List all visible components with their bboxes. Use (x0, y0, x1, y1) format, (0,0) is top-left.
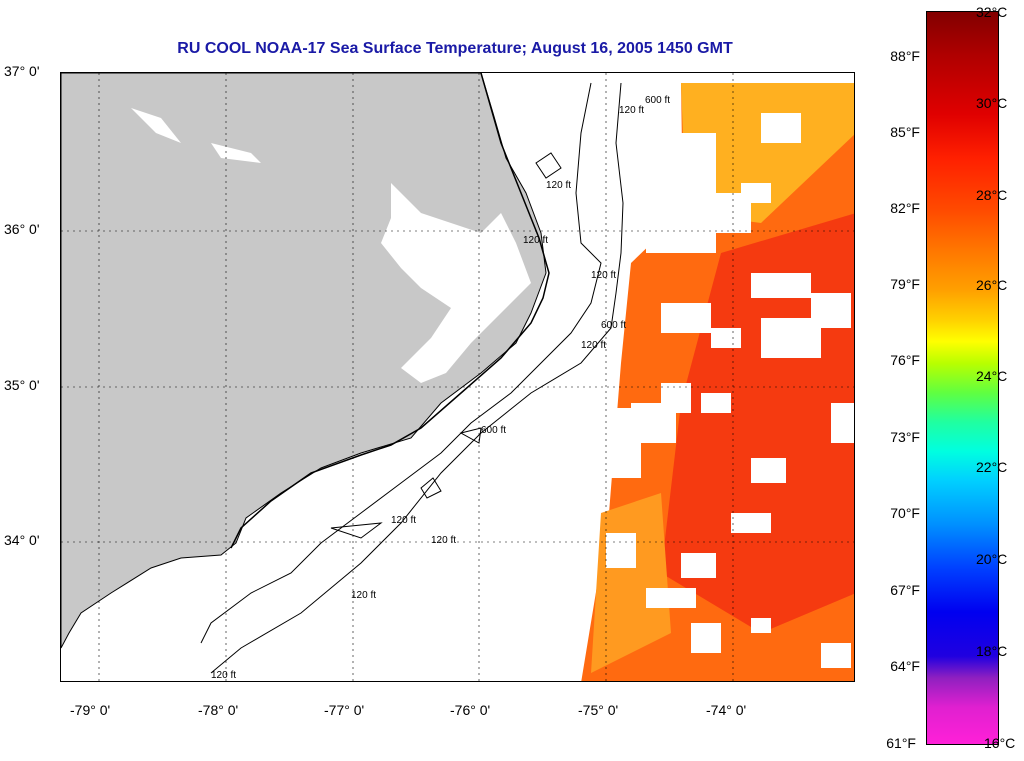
colorbar-f-label: 61°F (886, 735, 916, 751)
contour-label: 120 ft (591, 270, 616, 281)
colorbar-c-label: 20°C (976, 551, 1008, 567)
colorbar-f-label: 85°F (890, 124, 920, 140)
graticule (61, 73, 854, 681)
colorbar-f-label: 67°F (890, 582, 920, 598)
cloud-mask (601, 113, 854, 668)
contour-label: 120 ft (211, 670, 236, 681)
lon-label-76: -76° 0' (450, 702, 491, 718)
contour-label: 120 ft (581, 340, 606, 351)
lon-label-75: -75° 0' (578, 702, 619, 718)
lat-label-36: 36° 0' (4, 221, 40, 237)
colorbar-c-label: 18°C (976, 643, 1008, 659)
contour-label: 600 ft (481, 425, 506, 436)
map-title: RU COOL NOAA-17 Sea Surface Temperature;… (177, 40, 733, 57)
colorbar-c-label: 16°C (984, 735, 1016, 751)
map-panel[interactable]: 120 ft 600 ft 120 ft 120 ft 120 ft 600 f… (60, 72, 855, 682)
sst-swath (581, 83, 854, 681)
lat-label-37: 37° 0' (4, 63, 40, 79)
contour-label: 120 ft (546, 180, 571, 191)
colorbar-f-label: 73°F (890, 429, 920, 445)
lon-label-77: -77° 0' (324, 702, 365, 718)
sst-cool-north (681, 83, 854, 223)
temperature-colorbar (926, 11, 999, 745)
contour-label: 600 ft (645, 95, 670, 106)
colorbar-c-label: 32°C (976, 4, 1008, 20)
colorbar-c-label: 28°C (976, 187, 1008, 203)
contour-label: 120 ft (391, 515, 416, 526)
contour-label: 120 ft (431, 535, 456, 546)
colorbar-f-label: 70°F (890, 505, 920, 521)
lat-label-34: 34° 0' (4, 532, 40, 548)
land-mass (61, 73, 547, 649)
contour-label: 120 ft (523, 235, 548, 246)
barrier-islands (230, 73, 550, 549)
colorbar-f-label: 82°F (890, 200, 920, 216)
colorbar-c-label: 30°C (976, 95, 1008, 111)
colorbar-c-label: 22°C (976, 459, 1008, 475)
colorbar-f-label: 79°F (890, 276, 920, 292)
lon-label-78: -78° 0' (198, 702, 239, 718)
bathymetry-contours (200, 82, 624, 674)
contour-label: 120 ft (619, 105, 644, 116)
lon-label-79: -79° 0' (70, 702, 111, 718)
contour-label: 600 ft (601, 320, 626, 331)
colorbar-f-label: 64°F (890, 658, 920, 674)
inland-waters (131, 108, 531, 383)
map-canvas: 120 ft 600 ft 120 ft 120 ft 120 ft 600 f… (61, 73, 854, 681)
contour-labels: 120 ft 600 ft 120 ft 120 ft 120 ft 600 f… (211, 95, 670, 681)
colorbar-c-label: 24°C (976, 368, 1008, 384)
lat-label-35: 35° 0' (4, 377, 40, 393)
colorbar-f-label: 76°F (890, 352, 920, 368)
colorbar-c-label: 26°C (976, 277, 1008, 293)
colorbar-f-label: 88°F (890, 48, 920, 64)
contour-label: 120 ft (351, 590, 376, 601)
lon-label-74: -74° 0' (706, 702, 747, 718)
